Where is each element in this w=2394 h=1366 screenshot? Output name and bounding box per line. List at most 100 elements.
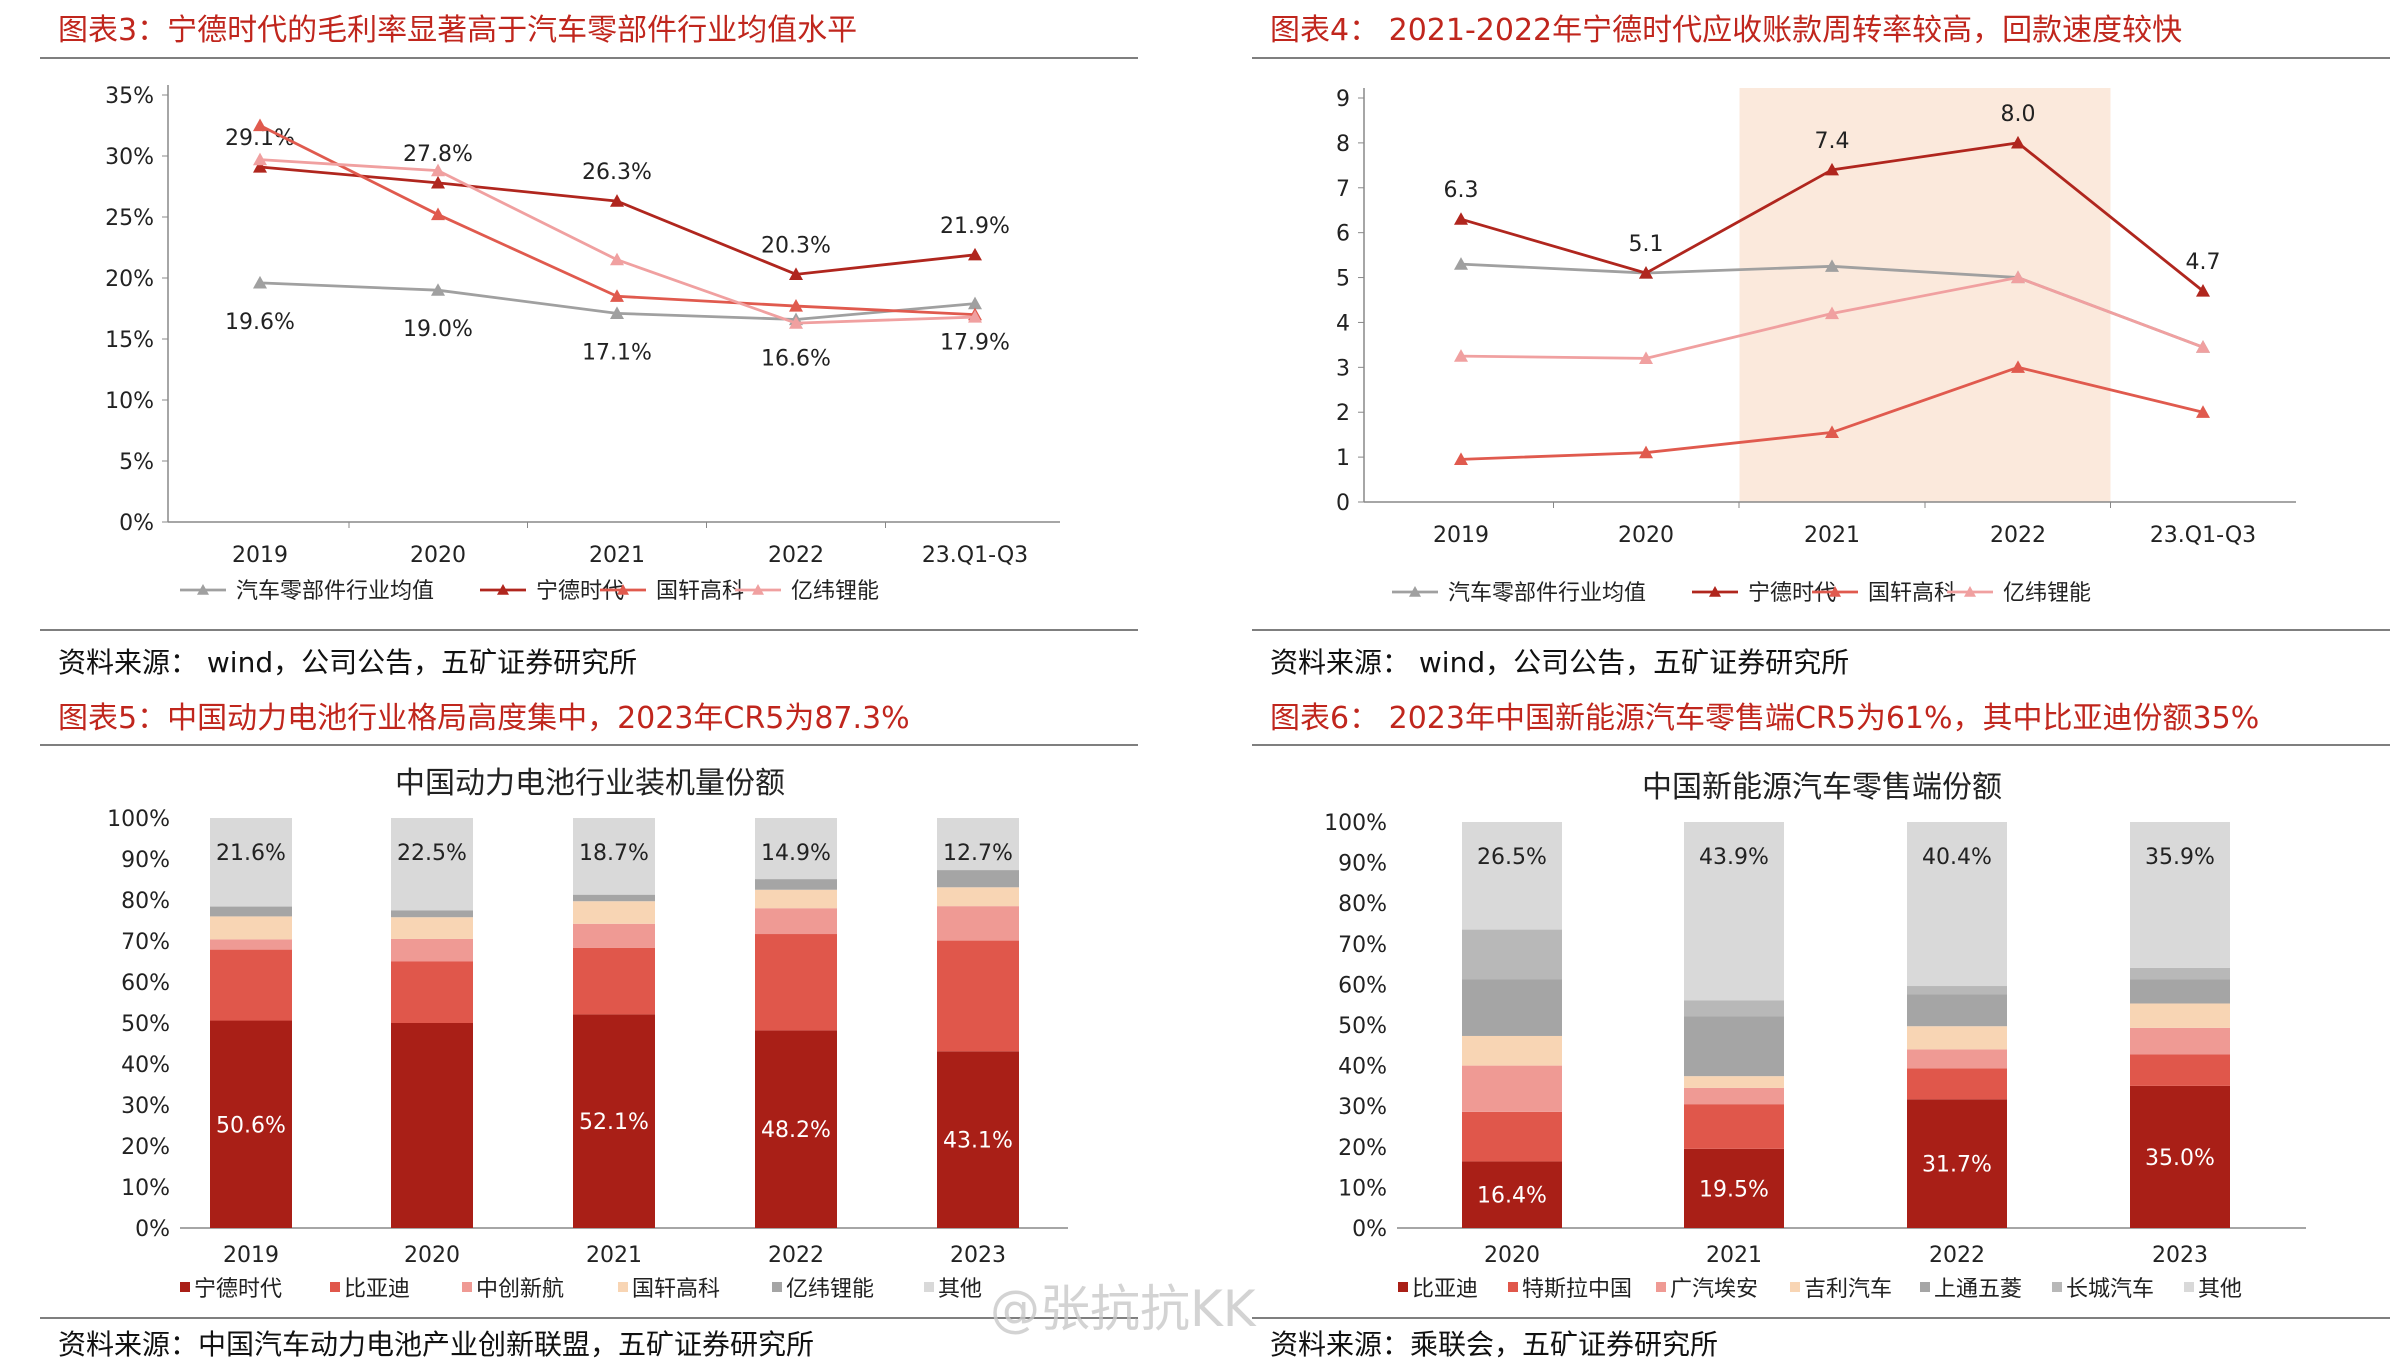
chart1-data-point	[610, 306, 624, 319]
chart4-bar-segment	[2130, 1027, 2230, 1055]
chart2-ytick-label: 4	[1336, 311, 1350, 336]
chart1-xtick-label: 2020	[410, 543, 466, 568]
chart3-ytick-label: 20%	[121, 1135, 170, 1160]
chart2-data-label: 4.7	[2186, 250, 2221, 275]
chart3-bar-segment	[573, 947, 655, 1015]
chart2-data-point	[2011, 135, 2025, 149]
chart3-ytick-label: 30%	[121, 1094, 170, 1119]
chart2-data-label: 8.0	[2001, 102, 2036, 127]
chart3-bar-segment	[210, 906, 292, 917]
chart2-data-point	[1825, 259, 1839, 272]
chart3-legend-label: 宁德时代	[194, 1277, 282, 1302]
chart3-ytick-label: 50%	[121, 1012, 170, 1037]
chart2-data-point	[1639, 445, 1653, 459]
chart4-legend-label: 其他	[2198, 1277, 2242, 1302]
chart1-data-label: 17.9%	[940, 331, 1010, 356]
chart3-data-label: 48.2%	[761, 1118, 831, 1143]
chart2-ytick-label: 9	[1336, 87, 1350, 112]
chart2-data-point	[1825, 425, 1839, 439]
chart4-data-label: 35.9%	[2145, 845, 2215, 870]
chart4-legend-swatch	[2052, 1282, 2062, 1292]
panel5-title: 图表5：中国动力电池行业格局高度集中，2023年CR5为87.3%	[58, 701, 910, 736]
chart2-data-point	[2196, 340, 2210, 353]
chart4-data-label: 26.5%	[1477, 845, 1547, 870]
chart3-legend-swatch	[924, 1282, 934, 1292]
chart4-bar-segment	[1684, 1000, 1784, 1017]
chart3-bar-segment	[573, 894, 655, 902]
chart1-ytick-label: 25%	[105, 206, 154, 231]
chart3-xtick-label: 2021	[586, 1243, 642, 1268]
chart4-bar-segment	[1907, 822, 2007, 987]
chart3-bar-segment	[391, 961, 473, 1023]
chart3-legend-swatch	[618, 1282, 628, 1292]
chart2-data-label: 6.3	[1444, 178, 1479, 203]
chart4-bar-segment	[1684, 822, 1784, 1001]
chart1-data-point	[610, 252, 624, 266]
chart4-legend-label: 长城汽车	[2066, 1277, 2154, 1302]
chart4-legend-swatch	[1398, 1282, 1408, 1292]
chart4-bar-segment	[2130, 1003, 2230, 1028]
chart2-data-point	[1454, 212, 1468, 225]
chart1-ytick-label: 20%	[105, 267, 154, 292]
chart3-bar-segment	[391, 818, 473, 911]
chart3-bar-segment	[210, 818, 292, 907]
chart4-ytick-label: 60%	[1338, 973, 1387, 998]
chart4-xtick-label: 2021	[1706, 1243, 1762, 1268]
chart3-legend-label: 其他	[938, 1277, 982, 1302]
chart3-legend-swatch	[330, 1282, 340, 1292]
chart3-bar-segment	[937, 887, 1019, 907]
chart4-bar-segment	[1684, 1087, 1784, 1105]
chart2-data-point	[1825, 162, 1839, 176]
chart3-xtick-label: 2019	[223, 1243, 279, 1268]
chart2-xtick-label: 2020	[1618, 523, 1674, 548]
chart1-data-point	[253, 275, 267, 289]
chart3-legend-swatch	[180, 1282, 190, 1292]
chart1-legend-label: 国轩高科	[656, 579, 744, 604]
chart1-data-point	[431, 163, 445, 177]
chart4-legend-label: 上通五菱	[1934, 1277, 2022, 1302]
chart2-ytick-label: 0	[1336, 491, 1350, 516]
chart2-ytick-label: 5	[1336, 267, 1350, 292]
chart4-legend-label: 广汽埃安	[1670, 1277, 1758, 1302]
chart1-ytick-label: 5%	[119, 450, 154, 475]
chart2-data-point	[2011, 360, 2025, 373]
chart3-bar-segment	[391, 910, 473, 918]
chart4-bar-segment	[1684, 1104, 1784, 1149]
panel3-title: 图表3：宁德时代的毛利率显著高于汽车零部件行业均值水平	[58, 13, 857, 48]
chart4-ytick-label: 0%	[1352, 1217, 1387, 1242]
panel6-source: 资料来源：乘联会，五矿证券研究所	[1270, 1328, 1718, 1361]
chart4-bar-segment	[2130, 1054, 2230, 1086]
chart2-data-point	[1454, 257, 1468, 270]
chart2-legend-marker	[1829, 586, 1841, 597]
chart4-data-label: 16.4%	[1477, 1184, 1547, 1209]
chart4-bar-segment	[1907, 994, 2007, 1027]
chart3-bar-segment	[573, 923, 655, 948]
chart1-data-point	[968, 247, 982, 261]
panel4-title: 图表4： 2021-2022年宁德时代应收账款周转率较高，回款速度较快	[1270, 13, 2182, 48]
chart4-bar-segment	[2130, 967, 2230, 980]
chart1-data-point	[253, 159, 267, 173]
chart2-data-point	[2011, 270, 2025, 284]
chart1-data-point	[610, 194, 624, 207]
chart4-data-label: 31.7%	[1922, 1153, 1992, 1178]
chart2-ytick-label: 3	[1336, 356, 1350, 381]
chart2-xtick-label: 2022	[1990, 523, 2046, 548]
chart2-data-label: 5.1	[1629, 232, 1664, 257]
chart3-bar-segment	[391, 938, 473, 962]
charts-layer: 0%5%10%15%20%25%30%35%2019 2020 2021 2022 23…	[105, 84, 2306, 1302]
chart4-bar-segment	[1907, 1026, 2007, 1050]
chart3-bar-segment	[210, 1020, 292, 1228]
chart2-ytick-label: 1	[1336, 446, 1350, 471]
chart3-ytick-label: 90%	[121, 848, 170, 873]
chart1-legend-marker	[197, 584, 209, 595]
chart2-ytick-label: 6	[1336, 222, 1350, 247]
chart3-bar-segment	[573, 901, 655, 924]
chart1-data-label: 16.6%	[761, 346, 831, 371]
chart1-ytick-label: 10%	[105, 389, 154, 414]
chart4-legend-swatch	[1790, 1282, 1800, 1292]
chart1-ytick-label: 35%	[105, 84, 154, 109]
chart1-xtick-label: 2019	[232, 543, 288, 568]
chart2-data-point	[1454, 452, 1468, 465]
chart3-bar-segment	[391, 917, 473, 939]
chart4-bar-segment	[1684, 1016, 1784, 1077]
